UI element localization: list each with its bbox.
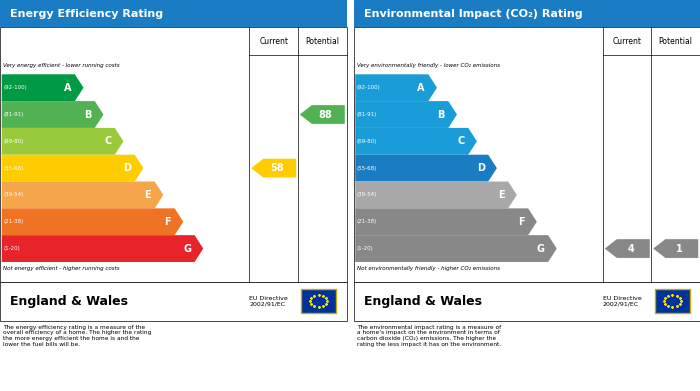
Text: Current: Current	[259, 36, 288, 46]
Text: G: G	[537, 244, 545, 254]
Text: (55-68): (55-68)	[4, 166, 24, 170]
Text: 4: 4	[627, 244, 634, 254]
Text: D: D	[123, 163, 132, 173]
Text: G: G	[183, 244, 191, 254]
Polygon shape	[355, 101, 457, 128]
Text: B: B	[438, 109, 444, 120]
Text: England & Wales: England & Wales	[10, 294, 128, 308]
Text: Energy Efficiency Rating: Energy Efficiency Rating	[10, 9, 164, 19]
Polygon shape	[300, 105, 345, 124]
Text: (69-80): (69-80)	[357, 139, 377, 144]
Text: (81-91): (81-91)	[357, 112, 377, 117]
Polygon shape	[355, 155, 497, 181]
FancyBboxPatch shape	[655, 289, 690, 313]
Text: 58: 58	[270, 163, 284, 173]
Text: E: E	[145, 190, 151, 200]
Text: England & Wales: England & Wales	[364, 294, 482, 308]
Text: EU Directive
2002/91/EC: EU Directive 2002/91/EC	[603, 296, 642, 307]
Text: (21-38): (21-38)	[4, 219, 24, 224]
FancyBboxPatch shape	[354, 282, 700, 321]
Text: Very environmentally friendly - lower CO₂ emissions: Very environmentally friendly - lower CO…	[357, 63, 500, 68]
Polygon shape	[355, 128, 477, 155]
Text: B: B	[84, 109, 91, 120]
Polygon shape	[1, 208, 183, 235]
Polygon shape	[355, 74, 437, 101]
Text: Environmental Impact (CO₂) Rating: Environmental Impact (CO₂) Rating	[364, 9, 582, 19]
Polygon shape	[251, 159, 296, 178]
Text: Potential: Potential	[305, 36, 340, 46]
Polygon shape	[653, 239, 699, 258]
Text: Not environmentally friendly - higher CO₂ emissions: Not environmentally friendly - higher CO…	[357, 266, 500, 271]
Text: A: A	[64, 83, 71, 93]
FancyBboxPatch shape	[0, 282, 346, 321]
Text: C: C	[104, 136, 111, 146]
Polygon shape	[1, 128, 123, 155]
Text: (69-80): (69-80)	[4, 139, 24, 144]
Text: (39-54): (39-54)	[4, 192, 24, 197]
Polygon shape	[1, 101, 104, 128]
Text: Potential: Potential	[659, 36, 693, 46]
Text: F: F	[518, 217, 525, 227]
Text: The environmental impact rating is a measure of
a home's impact on the environme: The environmental impact rating is a mea…	[357, 325, 501, 347]
Polygon shape	[1, 181, 163, 208]
Text: Current: Current	[612, 36, 642, 46]
Polygon shape	[1, 235, 203, 262]
Polygon shape	[355, 208, 537, 235]
Text: 1: 1	[676, 244, 682, 254]
Text: (1-20): (1-20)	[357, 246, 374, 251]
Text: A: A	[417, 83, 425, 93]
Text: 88: 88	[318, 109, 332, 120]
FancyBboxPatch shape	[302, 289, 336, 313]
Text: Not energy efficient - higher running costs: Not energy efficient - higher running co…	[4, 266, 120, 271]
Text: (55-68): (55-68)	[357, 166, 377, 170]
Text: (1-20): (1-20)	[4, 246, 20, 251]
Text: The energy efficiency rating is a measure of the
overall efficiency of a home. T: The energy efficiency rating is a measur…	[4, 325, 152, 347]
Text: (21-38): (21-38)	[357, 219, 377, 224]
Text: E: E	[498, 190, 505, 200]
FancyBboxPatch shape	[354, 27, 700, 282]
Text: EU Directive
2002/91/EC: EU Directive 2002/91/EC	[249, 296, 288, 307]
Text: (92-100): (92-100)	[357, 85, 381, 90]
Polygon shape	[1, 155, 144, 181]
Polygon shape	[355, 235, 556, 262]
Text: (81-91): (81-91)	[4, 112, 24, 117]
Text: D: D	[477, 163, 485, 173]
Text: C: C	[458, 136, 465, 146]
Polygon shape	[605, 239, 650, 258]
Text: (92-100): (92-100)	[4, 85, 27, 90]
Text: Very energy efficient - lower running costs: Very energy efficient - lower running co…	[4, 63, 120, 68]
Polygon shape	[355, 181, 517, 208]
Polygon shape	[1, 74, 83, 101]
FancyBboxPatch shape	[0, 0, 346, 27]
FancyBboxPatch shape	[0, 27, 346, 282]
Text: (39-54): (39-54)	[357, 192, 377, 197]
Text: F: F	[164, 217, 172, 227]
FancyBboxPatch shape	[354, 0, 700, 27]
